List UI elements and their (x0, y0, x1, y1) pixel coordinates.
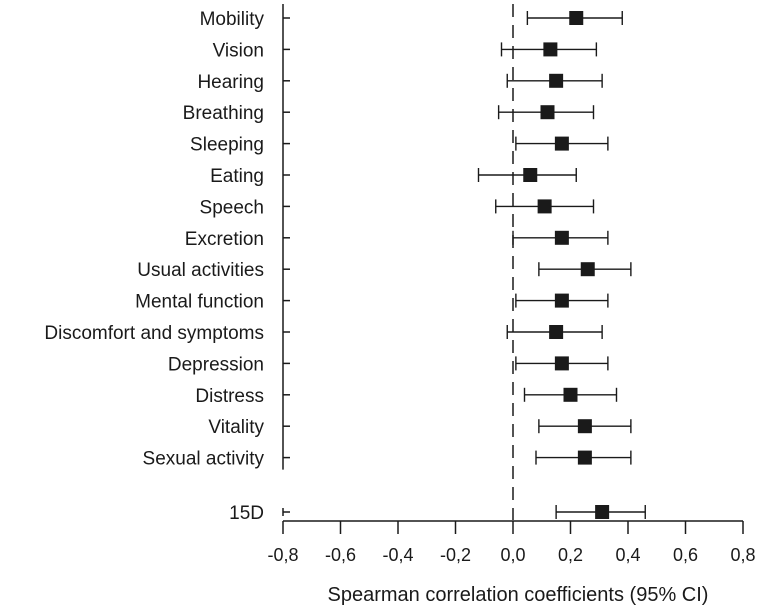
category-label: Depression (168, 354, 264, 375)
estimate-marker (580, 262, 595, 277)
category-label: Speech (200, 197, 264, 218)
row-depression: Depression (168, 354, 609, 375)
category-label: Sleeping (190, 135, 264, 156)
row-mobility: Mobility (200, 9, 623, 30)
category-label: Mental function (135, 292, 264, 313)
row-vision: Vision (213, 40, 598, 61)
x-tick-label: 0,6 (673, 545, 698, 565)
x-tick-label: -0,6 (325, 545, 356, 565)
x-tick-label: -0,2 (440, 545, 471, 565)
estimate-marker (554, 293, 569, 308)
axes-layer: -0,8 -0,6 -0,4 -0,2 0,0 0,2 0,4 0,6 0,8 (267, 4, 756, 565)
estimate-marker (595, 505, 610, 519)
category-label: Usual activities (137, 260, 264, 281)
estimate-marker (554, 356, 569, 371)
estimate-marker (543, 42, 558, 57)
category-label: Vitality (208, 417, 264, 438)
row-distress: Distress (195, 386, 618, 407)
row-speech: Speech (200, 197, 595, 218)
row-summary-15d: 15D (229, 503, 646, 524)
estimate-marker (523, 168, 538, 182)
row-vitality: Vitality (208, 417, 632, 438)
estimate-marker (569, 11, 584, 25)
estimate-marker (554, 136, 569, 151)
estimate-marker (554, 230, 569, 245)
estimate-marker (577, 419, 592, 434)
row-eating: Eating (210, 166, 577, 187)
row-sexual-activity: Sexual activity (143, 449, 632, 470)
category-label: 15D (229, 503, 264, 524)
category-label: Discomfort and symptoms (44, 323, 264, 344)
category-label: Breathing (183, 103, 264, 124)
estimate-marker (540, 105, 555, 120)
category-label: Distress (195, 386, 264, 407)
x-axis-title: Spearman correlation coefficients (95% C… (328, 584, 709, 606)
estimate-marker (549, 325, 564, 339)
category-label: Hearing (197, 72, 264, 93)
category-label: Eating (210, 166, 264, 187)
rows-layer: Mobility Vision Hearing Breathing Sleeping Ea… (44, 9, 646, 524)
x-tick-label: 0,8 (730, 545, 755, 565)
row-excretion: Excretion (185, 229, 609, 250)
category-label: Excretion (185, 229, 264, 250)
x-tick-label: -0,4 (382, 545, 413, 565)
x-tick-label: 0,2 (558, 545, 583, 565)
estimate-marker (563, 387, 578, 402)
category-label: Vision (213, 40, 264, 61)
estimate-marker (537, 199, 552, 214)
x-tick-label: 0,4 (615, 545, 640, 565)
row-discomfort-and-symptoms: Discomfort and symptoms (44, 323, 603, 344)
row-breathing: Breathing (183, 103, 595, 124)
estimate-marker (549, 73, 564, 88)
category-label: Sexual activity (143, 449, 265, 470)
row-sleeping: Sleeping (190, 135, 609, 156)
x-tick-label: 0,0 (500, 545, 525, 565)
row-usual-activities: Usual activities (137, 260, 632, 281)
category-label: Mobility (200, 9, 265, 30)
row-mental-function: Mental function (135, 292, 609, 313)
estimate-marker (577, 450, 592, 465)
row-hearing: Hearing (197, 72, 603, 93)
x-tick-label: -0,8 (267, 545, 298, 565)
